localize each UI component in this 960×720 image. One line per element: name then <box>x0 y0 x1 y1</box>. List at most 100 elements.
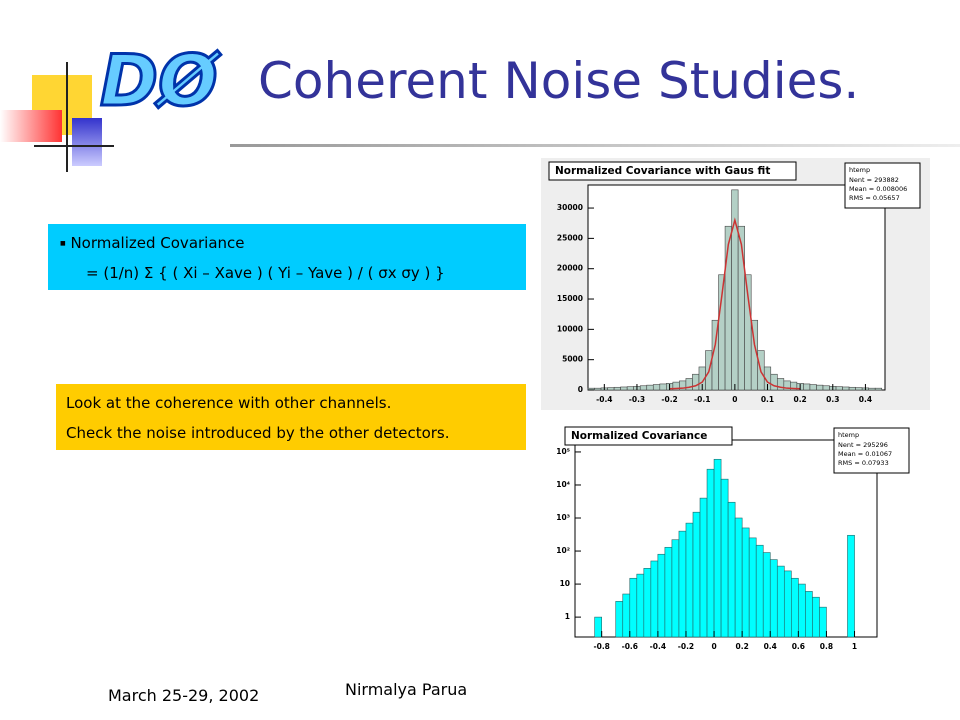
heading-text: Normalized Covariance <box>70 234 245 252</box>
histogram-bar <box>769 559 778 638</box>
x-tick-label: 0.3 <box>826 395 839 404</box>
histogram-bar <box>812 596 820 638</box>
y-tick-label: 25000 <box>557 233 583 242</box>
histogram-bar <box>809 384 817 391</box>
chart-title-box <box>548 161 797 181</box>
x-tick-label: 0.6 <box>792 642 805 651</box>
chart-title-box <box>564 426 733 446</box>
x-tick-label: 0.4 <box>859 395 872 404</box>
y-tick-label: 10⁵ <box>556 447 570 456</box>
logo-line <box>34 145 114 147</box>
histogram-bar <box>791 577 799 638</box>
logo-square <box>72 118 102 166</box>
histogram-bar <box>620 386 628 391</box>
histogram-bar <box>678 530 687 638</box>
y-tick-label: 20000 <box>557 264 583 273</box>
x-tick-label: 0.8 <box>820 642 833 651</box>
title-rule <box>230 144 960 147</box>
x-tick-label: -0.4 <box>596 395 612 404</box>
stats-line: Nent = 293882 <box>849 176 899 184</box>
stats-line: Mean = 0.008006 <box>849 185 907 193</box>
stats-line: Mean = 0.01067 <box>838 450 892 458</box>
histogram-bar <box>626 386 634 391</box>
histogram-bar <box>803 383 811 391</box>
histogram-bar <box>692 511 701 638</box>
x-tick-label: 1 <box>852 642 857 651</box>
histogram-bar <box>755 544 764 638</box>
logo: DØ <box>99 39 220 124</box>
histogram-bar <box>643 568 652 638</box>
y-tick-label: 15000 <box>557 294 583 303</box>
y-tick-label: 30000 <box>557 203 583 212</box>
x-tick-label: -0.8 <box>593 642 609 651</box>
histogram-bar <box>615 601 624 638</box>
y-tick-label: 1 <box>565 612 570 621</box>
histogram-bar <box>636 573 645 638</box>
histogram-bar <box>776 565 785 638</box>
histogram-bar <box>650 560 659 638</box>
histogram-bar <box>855 387 863 391</box>
histogram-bar <box>805 591 813 638</box>
histogram-bar <box>622 593 631 638</box>
y-tick-label: 10³ <box>556 513 570 522</box>
stats-box <box>833 427 910 474</box>
histogram-bar <box>692 373 700 391</box>
histogram-bar <box>847 534 855 638</box>
footer-date: March 25-29, 2002 <box>108 686 260 705</box>
histogram-bar <box>594 387 602 391</box>
x-tick-label: 0 <box>711 642 716 651</box>
logo-square <box>0 110 62 142</box>
y-tick-label: 0 <box>578 385 583 394</box>
logo-line <box>66 62 68 172</box>
x-tick-label: -0.4 <box>650 642 666 651</box>
x-tick-label: -0.1 <box>694 395 710 404</box>
histogram-bar <box>748 537 757 638</box>
histogram-bar <box>819 606 827 638</box>
stats-line: RMS = 0.07933 <box>838 459 889 467</box>
y-tick-label: 5000 <box>562 355 583 364</box>
histogram-bar <box>646 384 654 391</box>
definition-formula: = (1/n) Σ { ( Xi – Xave ) ( Yi – Yave ) … <box>86 264 445 282</box>
definition-box: ■ Normalized Covariance = (1/n) Σ { ( Xi… <box>48 224 526 290</box>
note: Look at the coherence with other channel… <box>66 394 392 412</box>
histogram-bar <box>713 458 722 638</box>
histogram-bar <box>727 501 736 638</box>
histogram-bar <box>770 373 778 391</box>
y-tick-label: 10000 <box>557 324 583 333</box>
histogram-bar <box>783 570 792 638</box>
definition-heading: ■ Normalized Covariance <box>60 234 245 252</box>
x-tick-label: -0.2 <box>678 642 694 651</box>
stats-name: htemp <box>849 166 870 174</box>
histogram-bar <box>699 497 708 638</box>
note: Check the noise introduced by the other … <box>66 424 450 442</box>
histogram-bar <box>659 383 667 391</box>
stats-line: Nent = 295296 <box>838 441 888 449</box>
histogram-bar <box>835 386 843 391</box>
histogram-bar <box>706 468 715 638</box>
histogram-bar <box>734 517 743 638</box>
histogram-bar <box>685 522 694 638</box>
histogram-bar <box>664 546 673 638</box>
stats-name: htemp <box>838 431 859 439</box>
y-tick-label: 10 <box>560 579 570 588</box>
x-tick-label: 0.1 <box>761 395 774 404</box>
x-tick-label: -0.6 <box>622 642 638 651</box>
histogram-bar <box>848 386 856 391</box>
histogram-bar <box>741 527 750 638</box>
footer-author: Nirmalya Parua <box>345 680 468 699</box>
histogram-bar <box>671 539 680 638</box>
x-tick-label: 0.2 <box>793 395 806 404</box>
histogram-bar <box>607 387 615 391</box>
chart-title: Normalized Covariance with Gaus fit <box>555 165 770 177</box>
histogram-bar <box>737 225 745 391</box>
histogram-bar <box>874 387 883 391</box>
histogram-bar <box>798 583 806 638</box>
fit-curve <box>669 217 801 390</box>
y-tick-label: 10² <box>556 546 570 555</box>
histogram-bar <box>657 553 666 638</box>
histogram-bar <box>868 387 876 391</box>
histogram-bar <box>822 385 830 391</box>
x-tick-label: 0.2 <box>736 642 749 651</box>
